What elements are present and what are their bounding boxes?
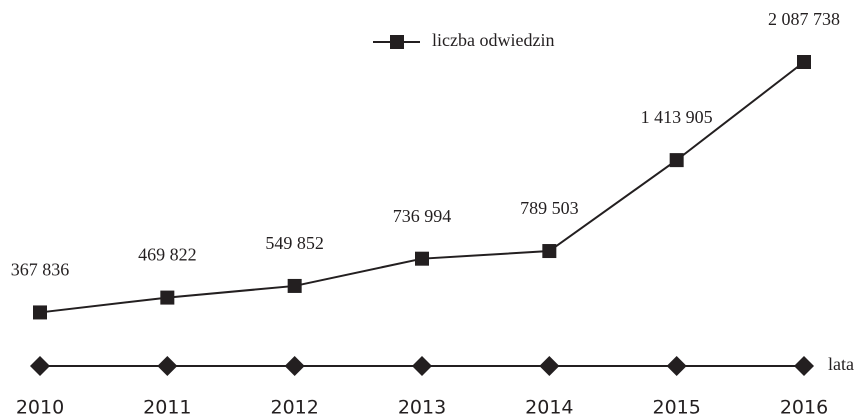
x-tick-marker [157, 356, 178, 376]
x-tick-marker [666, 356, 687, 376]
x-tick-label: 2014 [525, 397, 573, 419]
data-point [669, 153, 684, 168]
data-point [415, 251, 429, 266]
data-label: 2 087 738 [768, 9, 840, 29]
data-point [797, 55, 811, 69]
data-label: 549 852 [265, 233, 324, 253]
x-tick-marker [30, 356, 50, 376]
x-axis-label: lata [828, 354, 854, 374]
data-point [33, 305, 47, 320]
x-tick-label: 2013 [398, 397, 446, 419]
x-tick-label: 2015 [652, 397, 700, 419]
data-point [160, 290, 175, 305]
data-label: 736 994 [393, 206, 452, 226]
data-label: 789 503 [520, 198, 579, 218]
x-tick-label: 2012 [270, 397, 318, 419]
data-point [542, 244, 557, 259]
x-tick-label: 2016 [780, 397, 828, 419]
x-tick-marker [794, 356, 814, 376]
x-tick-label: 2011 [143, 397, 191, 419]
data-point [287, 278, 302, 293]
legend-marker [390, 35, 404, 49]
data-label: 469 822 [138, 245, 197, 265]
x-tick-marker [284, 356, 305, 376]
data-label: 1 413 905 [641, 107, 713, 127]
x-tick-marker [412, 356, 432, 376]
x-tick-label: 2010 [16, 397, 64, 419]
x-tick-marker [539, 356, 560, 376]
legend-label: liczba odwiedzin [432, 30, 554, 50]
data-label: 367 836 [11, 260, 70, 280]
series-line [39, 61, 805, 314]
